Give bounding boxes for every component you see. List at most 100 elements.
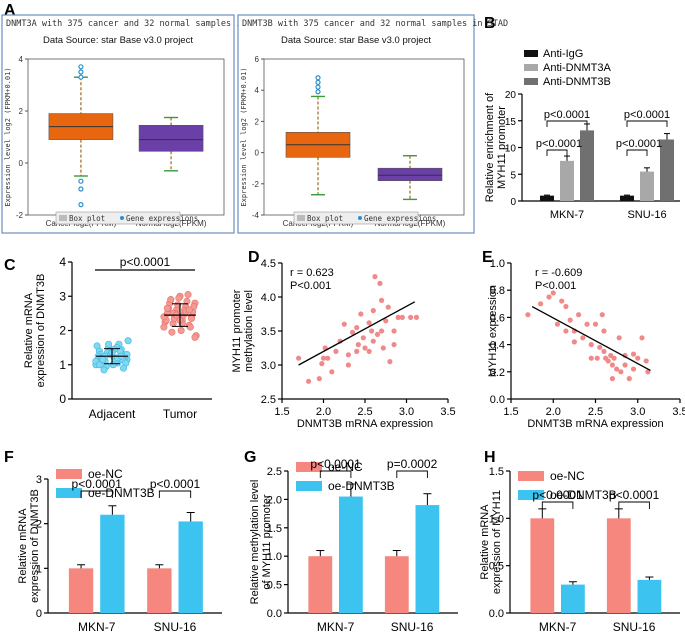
data-point — [370, 338, 376, 344]
y-axis-label: MYH11 promotermethylation level — [231, 289, 255, 372]
data-point — [550, 290, 556, 296]
y-tick-label: 1.0 — [267, 551, 282, 563]
y-axis-label-line: MYH11 expression — [487, 285, 499, 377]
legend-label: Box plot — [307, 214, 343, 223]
data-point — [377, 280, 383, 286]
data-point — [105, 340, 113, 348]
correlation-p: P<0.001 — [535, 280, 576, 292]
correlation-r: r = 0.623 — [290, 267, 334, 279]
data-point — [188, 315, 196, 323]
outlier-point — [315, 75, 321, 81]
y-tick-label: 0.0 — [489, 608, 504, 620]
y-axis-label-line: Relative enrichment of — [484, 92, 496, 202]
p-value-label: p<0.0001 — [609, 488, 660, 502]
bar — [580, 130, 594, 201]
y-axis-label-line: methylation level — [243, 290, 255, 372]
data-point — [618, 369, 624, 375]
data-point — [554, 321, 561, 327]
y-axis-label: Relative mRNAexpression of MYH11 — [479, 490, 503, 594]
x-category-label: SNU-16 — [627, 209, 666, 221]
y-tick-label: 0.5 — [489, 561, 504, 573]
x-axis-label: DNMT3B mRNA expression — [527, 418, 663, 430]
y-axis-label-line: MYH11 promoter — [231, 289, 243, 372]
data-point — [546, 294, 552, 300]
p-value-label: p<0.0001 — [150, 477, 201, 491]
y-axis-label: Expression level log2 (FPKM+0.01) — [4, 67, 12, 206]
bar — [530, 518, 555, 613]
data-point — [571, 339, 577, 345]
y-axis-label-line: Relative mRNA — [17, 508, 29, 584]
y-tick-label: 0 — [36, 608, 42, 620]
x-tick-label: 1.5 — [274, 406, 289, 418]
data-point — [639, 335, 645, 341]
data-point — [109, 361, 117, 369]
legend-label: oe-NC — [328, 460, 363, 474]
legend-swatch-dot — [120, 216, 124, 220]
y-tick-label: 1 — [36, 563, 42, 575]
legend-swatch — [518, 471, 544, 481]
bar — [560, 160, 574, 201]
x-category-label: MKN-7 — [78, 620, 116, 634]
data-point — [630, 351, 637, 357]
data-point — [174, 301, 182, 309]
data-point — [186, 323, 194, 331]
data-point — [184, 291, 192, 299]
data-point — [190, 303, 198, 311]
data-point — [369, 328, 375, 334]
data-point — [329, 369, 335, 375]
y-tick-label: 5 — [510, 170, 516, 181]
significance-bracket — [396, 470, 428, 478]
data-point — [316, 376, 322, 382]
legend-label: oe-DNMT3B — [88, 486, 155, 500]
x-category-label: SNU-16 — [391, 620, 434, 634]
panel-f-bar-chart: 0 1 2 3 Relative mRNAexpression of DNMT3B oe-… — [17, 467, 222, 634]
y-tick-label: 20 — [505, 90, 517, 101]
legend-swatch-box — [297, 215, 305, 221]
data-point — [609, 376, 616, 382]
regression-line — [531, 305, 651, 372]
data-point — [601, 348, 607, 354]
data-point — [630, 366, 637, 372]
legend-label: Anti-IgG — [543, 48, 583, 60]
data-point — [379, 297, 385, 303]
y-tick-label: 4 — [19, 55, 24, 64]
significance-bracket — [626, 149, 648, 156]
x-tick-label: 3.5 — [440, 406, 455, 418]
data-point — [183, 297, 191, 305]
bar — [384, 556, 409, 613]
outlier-point — [78, 202, 84, 208]
legend-label: oe-DNMT3B — [328, 479, 395, 493]
panel-letter-c: C — [4, 257, 16, 274]
y-tick-label: 2 — [255, 117, 260, 126]
y-tick-label: 1 — [59, 358, 66, 372]
bar — [640, 171, 654, 201]
p-value-label: p<0.0001 — [120, 255, 171, 269]
data-point — [163, 304, 171, 312]
data-point — [370, 308, 376, 314]
data-point — [95, 361, 103, 369]
x-tick-label: 1.5 — [503, 406, 518, 418]
y-tick-label: -2 — [16, 211, 24, 220]
data-point — [345, 362, 351, 368]
bar — [660, 139, 674, 201]
p-value-label: p<0.0001 — [72, 477, 123, 491]
panel-letter-d: D — [248, 249, 260, 266]
y-tick-label: 2.5 — [261, 394, 276, 406]
y-tick-label: 2.5 — [267, 466, 282, 478]
bar — [540, 195, 554, 201]
outlier-point — [78, 74, 84, 80]
data-point — [576, 312, 582, 318]
legend-label: Box plot — [69, 214, 105, 223]
data-point — [601, 328, 607, 334]
significance-bracket — [546, 120, 588, 127]
data-point — [567, 317, 573, 323]
data-point — [383, 318, 389, 324]
legend-swatch-dot — [358, 216, 362, 220]
legend-label: oe-NC — [550, 469, 585, 483]
data-point — [387, 359, 393, 365]
outlier-point — [315, 89, 321, 95]
data-point — [525, 312, 531, 318]
regression-line — [298, 301, 416, 366]
y-axis-label-line: expression of DNMT3B — [29, 489, 41, 603]
y-tick-label: 4.0 — [261, 292, 276, 304]
